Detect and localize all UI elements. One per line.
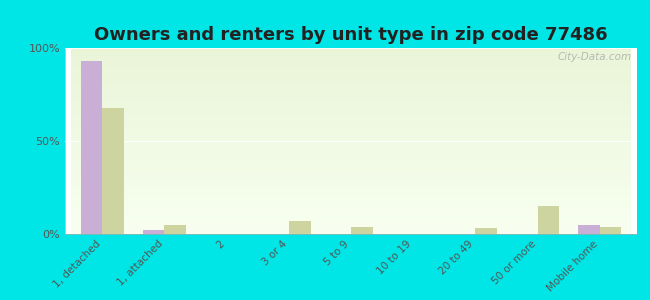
Bar bbox=[289, 221, 311, 234]
Bar bbox=[538, 206, 559, 234]
Title: Owners and renters by unit type in zip code 77486: Owners and renters by unit type in zip c… bbox=[94, 26, 608, 44]
Bar bbox=[81, 61, 102, 234]
Bar bbox=[351, 226, 372, 234]
Bar bbox=[475, 228, 497, 234]
Bar bbox=[600, 226, 621, 234]
Bar bbox=[164, 225, 187, 234]
Bar bbox=[143, 230, 164, 234]
Bar bbox=[102, 107, 124, 234]
Text: City-Data.com: City-Data.com bbox=[557, 52, 631, 62]
Bar bbox=[578, 225, 600, 234]
